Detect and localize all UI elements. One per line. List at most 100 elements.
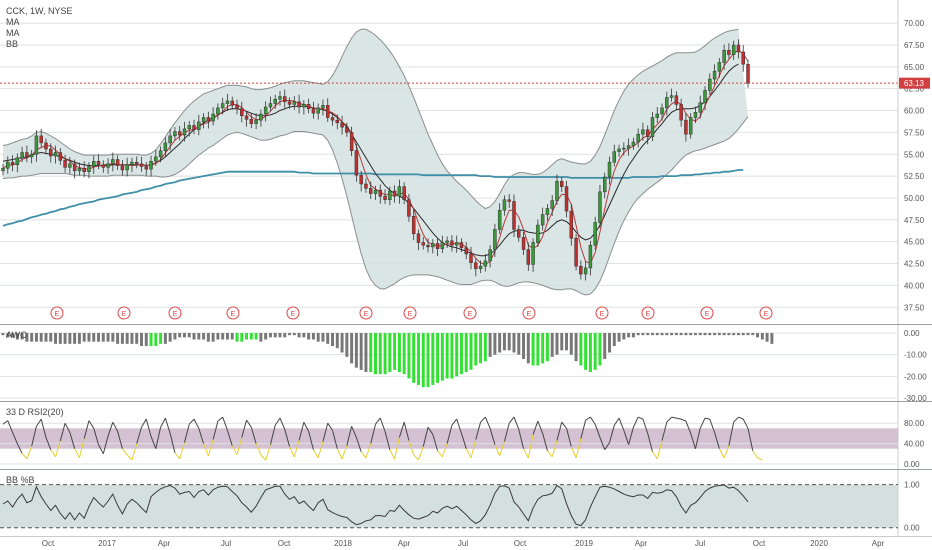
rsi-segment (403, 422, 410, 441)
rsi-segment (231, 445, 238, 456)
rsi-segment (379, 417, 386, 432)
time-tick: 2018 (334, 539, 352, 548)
awo-bar (25, 333, 29, 342)
price-tick: 42.50 (904, 260, 925, 269)
awo-bar (331, 333, 334, 346)
candle-body (622, 147, 626, 150)
candle-body (63, 160, 67, 168)
awo-bar (436, 333, 440, 383)
candle-body (626, 145, 631, 149)
candle-body (727, 49, 731, 55)
awo-bar (736, 333, 740, 336)
rsi-segment (738, 416, 744, 420)
awo-bar (770, 333, 774, 344)
awo-bar (68, 333, 72, 344)
awo-bar (722, 333, 726, 336)
indicator-label-ma-1[interactable]: MA (6, 17, 20, 27)
time-tick: Jul (458, 539, 468, 548)
earnings-marker-label: E (527, 311, 532, 318)
candle-body (450, 240, 454, 246)
rsi-title[interactable]: 33 D RSI2(20) (6, 407, 64, 417)
earnings-marker (50, 306, 64, 320)
price-tick: 55.00 (904, 150, 925, 159)
awo-bar (512, 333, 516, 353)
time-tick: 2020 (810, 539, 828, 548)
awo-bar (693, 333, 697, 336)
rsi-segment (217, 416, 224, 422)
rsi-segment (570, 446, 577, 459)
rsi-segment (16, 443, 23, 454)
candle-body (440, 242, 445, 249)
awo-bar (1, 333, 5, 336)
rsi-segment (117, 431, 123, 449)
candle-body (636, 133, 640, 143)
rsi-segment (613, 417, 620, 426)
candle-body (349, 132, 354, 152)
candle-body (703, 90, 707, 103)
awo-bar (54, 333, 58, 344)
candle-body (531, 242, 535, 265)
rsi-segment (709, 418, 716, 433)
awo-bar (197, 333, 201, 340)
candle-body (216, 107, 220, 115)
candle-body (82, 167, 86, 172)
awo-bar (732, 333, 736, 336)
awo-bar (689, 333, 693, 336)
price-tick: 62.50 (904, 85, 925, 94)
rsi-segment (537, 420, 544, 434)
candle-body (579, 265, 583, 275)
candle-body (555, 181, 559, 201)
rsi-segment (21, 452, 28, 460)
awo-bar (560, 333, 564, 351)
candle-body (397, 186, 402, 197)
awo-title[interactable]: AWO (6, 330, 27, 340)
rsi-segment (637, 416, 644, 420)
rsi-segment (169, 433, 176, 453)
candle-body (345, 126, 349, 133)
time-axis-ticks[interactable]: Oct 2017 Apr Jul Oct 2018 Apr Jul Oct 20… (42, 539, 885, 548)
indicator-label-bb[interactable]: BB (6, 39, 18, 49)
candle-body (302, 104, 306, 108)
rsi-segment (527, 434, 534, 458)
rsi-segment (499, 441, 505, 456)
awo-bar (502, 333, 506, 351)
rsi-segment (685, 420, 692, 434)
candle-body (641, 129, 645, 135)
awo-bar (259, 333, 263, 342)
rsi-segment (609, 425, 615, 443)
price-axis-area[interactable] (898, 0, 932, 550)
candle-body (297, 101, 301, 108)
candle-body (669, 95, 674, 98)
rsi-segment (661, 422, 668, 441)
rsi-grid (0, 422, 898, 465)
price-tick: 37.50 (904, 303, 925, 312)
indicator-label-ma-2[interactable]: MA (6, 28, 20, 38)
candle-body (416, 233, 421, 243)
candle-body (316, 107, 320, 114)
candle-body (53, 152, 58, 157)
rsi-segment (226, 430, 233, 446)
rsi-segment (203, 443, 209, 457)
candle-body (168, 135, 172, 144)
percent-b-axis-ticks: 1.00 0.00 (904, 481, 920, 533)
earnings-marker (403, 306, 417, 320)
candle-body (96, 161, 101, 165)
earnings-marker-label: E (408, 311, 413, 318)
awo-bar (526, 333, 530, 364)
candle-body (115, 159, 120, 166)
awo-bar (474, 333, 478, 366)
symbol-title[interactable]: CCK, 1W, NYSE (6, 6, 73, 16)
earnings-marker (759, 306, 773, 320)
awo-bar (211, 333, 215, 342)
awo-bar (717, 333, 721, 336)
candle-body (464, 247, 468, 255)
awo-bar (101, 333, 105, 342)
awo-bar (292, 333, 296, 336)
candle-body (550, 200, 554, 209)
candle-body (211, 113, 215, 122)
rsi-segment (45, 437, 52, 450)
candle-body (746, 63, 750, 84)
percent-b-title[interactable]: BB %B (6, 475, 35, 485)
candle-body (574, 237, 578, 267)
